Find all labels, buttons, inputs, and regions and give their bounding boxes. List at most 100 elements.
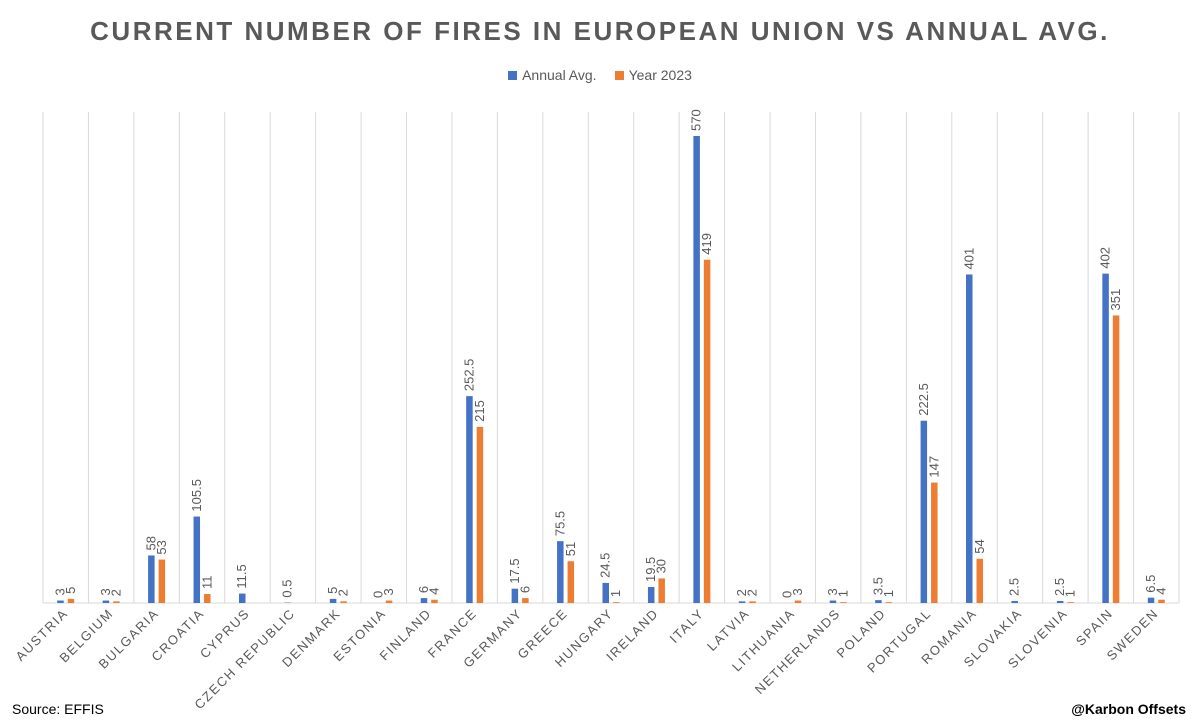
data-label-year-2023-latvia: 2 <box>745 589 760 596</box>
data-label-annual-avg-ireland: 19.5 <box>643 557 658 582</box>
bar-annual-avg-latvia <box>738 601 746 603</box>
bar-year-2023-poland <box>885 602 893 603</box>
bar-year-2023-lithuania <box>794 600 802 603</box>
chart-title: CURRENT NUMBER OF FIRES IN EUROPEAN UNIO… <box>90 16 1110 46</box>
data-label-annual-avg-estonia: 0 <box>371 591 386 598</box>
bar-annual-avg-finland <box>420 598 428 603</box>
legend-item-annual-avg: Annual Avg. <box>508 67 597 83</box>
data-label-annual-avg-spain: 402 <box>1098 247 1113 269</box>
bar-annual-avg-denmark <box>329 598 337 603</box>
bar-year-2023-greece <box>567 561 575 603</box>
data-label-annual-avg-germany: 17.5 <box>507 558 522 583</box>
bar-annual-avg-spain <box>1102 273 1109 603</box>
legend-label-annual-avg: Annual Avg. <box>522 67 597 83</box>
bar-year-2023-spain <box>1112 315 1120 603</box>
data-label-year-2023-germany: 6 <box>517 586 532 593</box>
bar-annual-avg-bulgaria <box>148 555 155 603</box>
credit-label: @Karbon Offsets <box>1071 701 1186 717</box>
bar-year-2023-slovenia <box>1067 602 1074 603</box>
bar-annual-avg-greece <box>557 541 564 603</box>
data-label-annual-avg-sweden: 6.5 <box>1143 575 1158 593</box>
data-label-year-2023-austria: 5 <box>63 587 78 594</box>
bar-year-2023-hungary <box>613 602 620 603</box>
data-label-year-2023-netherlands: 1 <box>835 590 850 597</box>
data-label-annual-avg-poland: 3.5 <box>870 577 885 595</box>
data-label-annual-avg-czech-republic: 0.5 <box>280 580 295 598</box>
bar-annual-avg-slovenia <box>1056 600 1064 603</box>
data-label-year-2023-denmark: 2 <box>336 589 351 596</box>
data-label-annual-avg-italy: 570 <box>689 109 704 131</box>
data-label-year-2023-spain: 351 <box>1108 289 1123 311</box>
data-label-year-2023-belgium: 2 <box>108 589 123 596</box>
bar-year-2023-italy <box>703 259 711 603</box>
legend: Annual Avg. Year 2023 <box>0 67 1200 83</box>
bar-year-2023-germany <box>522 598 529 603</box>
bar-annual-avg-portugal <box>920 420 928 603</box>
bar-annual-avg-italy <box>693 136 700 603</box>
data-label-annual-avg-cyprus: 11.5 <box>234 564 249 588</box>
bar-year-2023-ireland <box>658 578 665 603</box>
data-label-annual-avg-bulgaria: 58 <box>143 536 158 550</box>
data-label-year-2023-ireland: 30 <box>654 559 669 573</box>
bar-annual-avg-ireland <box>647 587 655 603</box>
bar-annual-avg-cyprus <box>238 593 246 603</box>
data-label-annual-avg-finland: 6 <box>416 586 431 593</box>
data-label-annual-avg-latvia: 2 <box>734 589 749 596</box>
legend-swatch-annual-avg <box>508 70 518 80</box>
bar-annual-avg-belgium <box>102 600 110 603</box>
legend-item-year-2023: Year 2023 <box>614 67 692 83</box>
data-label-year-2023-poland: 1 <box>881 590 896 597</box>
bar-annual-avg-romania <box>966 274 973 603</box>
bar-year-2023-bulgaria <box>158 559 166 603</box>
data-label-annual-avg-netherlands: 3 <box>825 588 840 595</box>
bar-year-2023-sweden <box>1158 599 1165 603</box>
data-label-year-2023-estonia: 3 <box>381 588 396 595</box>
bar-annual-avg-slovakia <box>1011 600 1018 603</box>
data-label-annual-avg-lithuania: 0 <box>780 591 795 598</box>
bar-annual-avg-hungary <box>602 582 609 603</box>
bar-year-2023-estonia <box>385 600 393 603</box>
data-label-year-2023-greece: 51 <box>563 542 578 556</box>
data-label-year-2023-portugal: 147 <box>926 456 941 478</box>
tick-label-italy: ITALY <box>667 606 707 646</box>
data-label-year-2023-italy: 419 <box>699 233 714 255</box>
legend-swatch-year-2023 <box>614 70 624 80</box>
data-label-annual-avg-hungary: 24.5 <box>598 553 613 578</box>
source-note: Source: EFFIS <box>12 701 104 717</box>
data-label-annual-avg-denmark: 5 <box>325 587 340 594</box>
bar-annual-avg-sweden <box>1147 597 1155 603</box>
data-label-year-2023-finland: 4 <box>426 587 441 594</box>
bar-year-2023-denmark <box>340 601 347 603</box>
bar-annual-avg-france <box>466 396 473 603</box>
data-label-year-2023-lithuania: 3 <box>790 588 805 595</box>
bar-annual-avg-austria <box>57 600 64 603</box>
data-label-year-2023-france: 215 <box>472 400 487 422</box>
tick-label-netherlands: NETHERLANDS <box>752 606 844 698</box>
data-label-annual-avg-slovakia: 2.5 <box>1007 578 1022 596</box>
data-label-year-2023-slovenia: 1 <box>1063 590 1078 597</box>
data-label-annual-avg-austria: 3 <box>52 588 67 595</box>
data-label-year-2023-hungary: 1 <box>608 590 623 597</box>
data-label-annual-avg-france: 252.5 <box>461 359 476 392</box>
bar-annual-avg-poland <box>875 600 882 603</box>
data-label-year-2023-bulgaria: 53 <box>154 540 169 554</box>
bar-year-2023-finland <box>431 599 438 603</box>
data-label-year-2023-croatia: 11 <box>199 575 214 589</box>
bar-year-2023-austria <box>67 598 75 603</box>
data-label-annual-avg-greece: 75.5 <box>552 511 567 536</box>
data-label-year-2023-romania: 54 <box>972 539 987 553</box>
data-label-annual-avg-romania: 401 <box>961 248 976 270</box>
bar-annual-avg-croatia <box>193 516 201 603</box>
data-label-annual-avg-portugal: 222.5 <box>916 383 931 416</box>
bar-year-2023-portugal <box>931 482 938 603</box>
data-label-year-2023-sweden: 4 <box>1154 587 1169 594</box>
tick-label-spain: SPAIN <box>1073 606 1116 649</box>
legend-label-year-2023: Year 2023 <box>628 67 692 83</box>
bar-year-2023-croatia <box>204 593 211 603</box>
bar-year-2023-belgium <box>113 601 120 603</box>
bar-year-2023-latvia <box>749 601 756 603</box>
bar-year-2023-netherlands <box>840 602 847 603</box>
data-label-annual-avg-belgium: 3 <box>98 588 113 595</box>
bar-annual-avg-netherlands <box>829 600 837 603</box>
